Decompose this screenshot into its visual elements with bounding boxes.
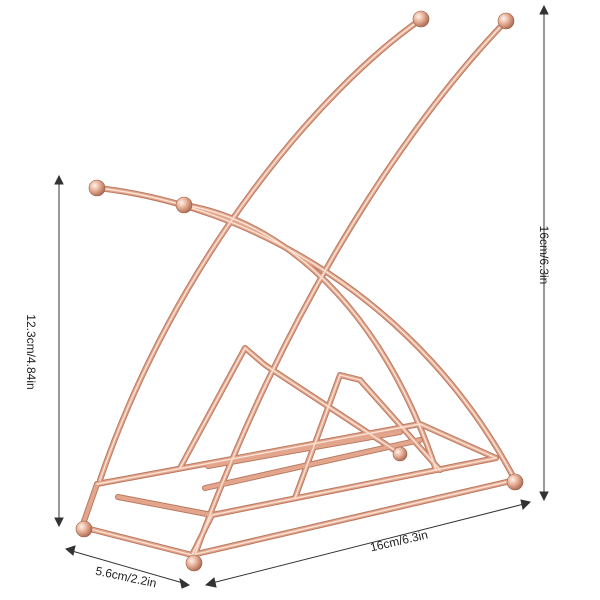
arrow-icon — [204, 577, 217, 588]
dimension-total-height-label: 16cm/6.3in — [537, 225, 551, 285]
arrow-icon — [54, 517, 64, 528]
ball-foot-right — [506, 473, 524, 491]
ball-foot-front — [185, 554, 203, 572]
arrow-icon — [539, 491, 549, 502]
dimension-front-height-label: 12.3cm/4.84in — [24, 314, 38, 390]
dim-line-length — [211, 503, 525, 584]
arrow-icon — [539, 4, 549, 15]
ball-arc-lower — [175, 196, 193, 214]
ball-inner-foot — [392, 446, 408, 462]
arrow-icon — [179, 577, 191, 589]
ball-foot-left — [75, 520, 93, 538]
ball-top-back — [412, 10, 430, 28]
arrow-icon — [54, 174, 64, 185]
ball-arc-upper — [88, 179, 106, 197]
ball-ends — [75, 10, 524, 572]
wire-frame — [79, 17, 518, 563]
arrow-icon — [65, 545, 76, 556]
arrow-icon — [520, 499, 531, 510]
ball-top-front — [497, 12, 515, 30]
dimension-lines — [54, 4, 549, 589]
dim-line-width — [71, 550, 184, 584]
